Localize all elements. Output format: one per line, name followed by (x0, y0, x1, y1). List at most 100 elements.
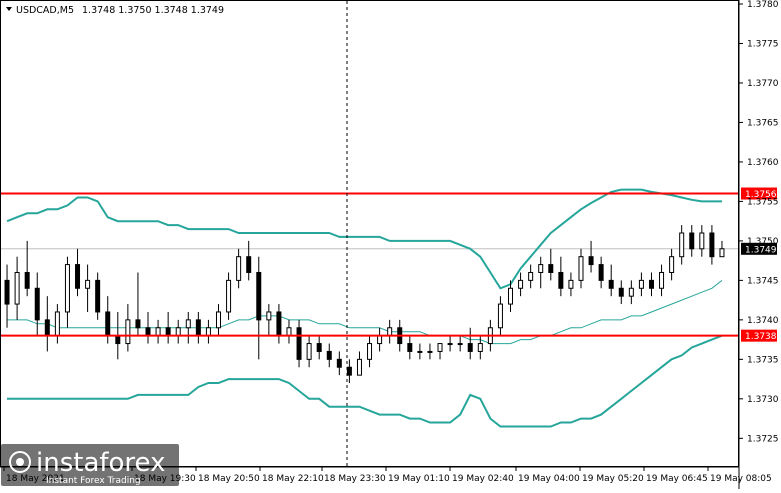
candle (266, 304, 272, 336)
candle-body (638, 279, 644, 289)
dropdown-triangle-icon[interactable] (6, 7, 12, 11)
candle (467, 327, 473, 360)
candle-body (346, 366, 352, 376)
candle (407, 335, 413, 360)
candle (326, 343, 332, 368)
candle-body (115, 335, 121, 345)
candle (538, 256, 544, 289)
candles-layer (4, 225, 725, 384)
candle (226, 272, 232, 320)
candle-body (387, 327, 393, 337)
level-price-tag (741, 187, 777, 200)
candle-body (14, 271, 20, 305)
price-tick-label: 1.3740 (747, 316, 779, 326)
candle (14, 256, 20, 320)
candle (256, 256, 262, 360)
candle (618, 280, 624, 305)
candle (34, 272, 40, 336)
candle (447, 335, 453, 352)
candle (497, 296, 503, 336)
candle-body (669, 256, 675, 273)
candle (679, 225, 685, 265)
watermark-logo: instaforex Instant Forex Trading (1, 444, 179, 486)
candle (95, 272, 101, 320)
candle-body (306, 343, 312, 360)
candle (508, 280, 514, 312)
price-tick-label: 1.3755 (747, 197, 779, 207)
candle-body (326, 350, 332, 360)
candle (578, 248, 584, 289)
watermark-tagline: Instant Forex Trading (46, 476, 141, 486)
candle-body (165, 327, 171, 337)
candle-body (679, 232, 685, 258)
candle-body (578, 256, 584, 281)
candle-body (558, 271, 564, 289)
candle-body (427, 350, 433, 353)
candle-body (608, 279, 614, 289)
candle-body (336, 358, 342, 368)
price-tick-label: 1.3725 (747, 434, 779, 444)
level-price-tag (741, 329, 777, 342)
candle-body (205, 327, 211, 337)
candle-body (719, 248, 725, 258)
candle-body (548, 264, 554, 273)
candle (246, 240, 252, 281)
candle-body (4, 279, 10, 305)
candle-body (457, 343, 463, 346)
price-tick-label: 1.3730 (747, 395, 779, 405)
candle-body (628, 287, 634, 297)
price-tick-label: 1.3745 (747, 276, 779, 286)
candle-body (618, 287, 624, 297)
candle-body (689, 232, 695, 250)
candle-body (175, 327, 181, 337)
candle-body (246, 256, 252, 273)
candle-body (185, 319, 191, 329)
candle (608, 264, 614, 297)
candle-body (367, 343, 373, 360)
candle-body (155, 327, 161, 337)
candle-body (226, 279, 232, 313)
candle-body (44, 319, 50, 337)
time-tick-label: 18 May 22:10 (262, 474, 324, 484)
candle (75, 248, 81, 297)
candle (558, 256, 564, 297)
candle-body (518, 279, 524, 289)
candle-body (447, 343, 453, 346)
candle-body (568, 279, 574, 289)
price-tick-label: 1.3735 (747, 355, 779, 365)
watermark-brand: instaforex (36, 448, 165, 478)
price-axis: 1.37801.37751.37701.37651.37601.37551.37… (739, 0, 779, 444)
candle-body (467, 343, 473, 352)
candle-body (64, 264, 70, 313)
candle (356, 351, 362, 376)
candle (125, 304, 131, 352)
symbol-label: USDCAD,M5 (16, 5, 74, 16)
current-price-label: 1.3749 (745, 245, 777, 255)
candle (64, 256, 70, 328)
candle-body (528, 271, 534, 281)
candle-body (477, 343, 483, 352)
candle (659, 264, 665, 297)
ohlc-readout: 1.3748 1.3750 1.3748 1.3749 (82, 5, 224, 16)
time-tick-label: 19 May 05:20 (582, 474, 644, 484)
time-tick-label: 19 May 01:10 (388, 474, 450, 484)
candle-body (266, 311, 272, 321)
price-tick-label: 1.3780 (747, 0, 779, 10)
candle (709, 225, 715, 265)
time-tick-label: 19 May 04:00 (518, 474, 580, 484)
candle (719, 240, 725, 258)
candle (427, 343, 433, 360)
candle-body (236, 256, 242, 281)
candle-body (437, 343, 443, 352)
candle (588, 240, 594, 273)
candle-body (407, 343, 413, 352)
candle-body (125, 319, 131, 345)
candle (135, 272, 141, 336)
candle (689, 225, 695, 257)
instaforex-logo-icon (9, 451, 31, 473)
candle-body (296, 327, 302, 360)
candle-body (276, 311, 282, 337)
time-tick-label: 19 May 06:45 (646, 474, 708, 484)
time-tick-label: 18 May 23:30 (324, 474, 386, 484)
